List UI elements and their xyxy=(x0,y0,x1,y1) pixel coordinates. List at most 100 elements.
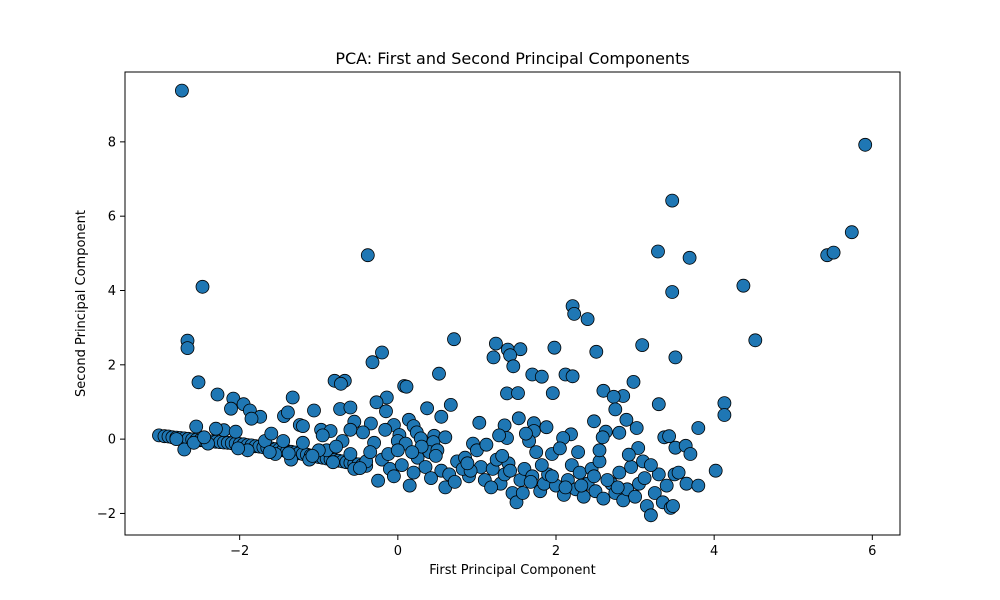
scatter-point xyxy=(180,341,195,356)
chart-title: PCA: First and Second Principal Componen… xyxy=(335,49,689,68)
scatter-point xyxy=(402,478,417,493)
scatter-point xyxy=(553,441,567,456)
scatter-point xyxy=(682,250,697,265)
scatter-point xyxy=(262,445,277,460)
scatter-point xyxy=(567,306,582,321)
scatter-point xyxy=(621,447,636,462)
scatter-point xyxy=(665,285,680,299)
scatter-point xyxy=(571,445,585,460)
scatter-point xyxy=(434,409,449,424)
scatter-point xyxy=(529,445,544,460)
scatter-point xyxy=(210,387,225,402)
scatter-point xyxy=(631,441,646,455)
scatter-point xyxy=(592,443,607,458)
scatter-point xyxy=(844,225,859,240)
y-axis-label: Second Principal Component xyxy=(74,210,89,397)
scatter-point xyxy=(596,383,611,398)
scatter-point xyxy=(484,480,499,495)
scatter-point xyxy=(612,425,627,440)
scatter-point xyxy=(447,332,461,347)
x-tick-label: 0 xyxy=(394,544,402,559)
scatter-point xyxy=(644,508,658,523)
scatter-point xyxy=(513,342,528,357)
x-axis-label: First Principal Component xyxy=(429,563,596,578)
scatter-point xyxy=(356,425,370,440)
scatter-point xyxy=(307,403,321,418)
scatter-point xyxy=(506,359,521,374)
scatter-point xyxy=(608,402,623,417)
scatter-point xyxy=(628,489,642,504)
scatter-point xyxy=(280,405,295,420)
scatter-point xyxy=(197,430,212,445)
scatter-point xyxy=(545,386,560,401)
scatter-point xyxy=(748,333,763,348)
scatter-point xyxy=(651,397,666,412)
x-tick-label: −2 xyxy=(230,544,249,559)
scatter-point xyxy=(281,446,296,461)
y-tick-label: 4 xyxy=(108,284,116,299)
scatter-point xyxy=(624,460,638,474)
scatter-point xyxy=(264,426,279,441)
scatter-point xyxy=(580,312,595,327)
scatter-point xyxy=(637,471,652,486)
scatter-point xyxy=(363,416,378,431)
scatter-point xyxy=(231,441,246,456)
scatter-point xyxy=(691,421,706,435)
scatter-point xyxy=(369,395,384,410)
scatter-point xyxy=(708,463,723,478)
scatter-point xyxy=(666,499,680,513)
scatter-point xyxy=(679,476,694,491)
scatter-point xyxy=(285,390,300,405)
scatter-point xyxy=(379,404,393,419)
scatter-point xyxy=(295,435,310,450)
scatter-point xyxy=(343,400,358,415)
scatter-point xyxy=(596,491,611,506)
scatter-point xyxy=(619,412,634,427)
scatter-point xyxy=(587,469,601,484)
scatter-point xyxy=(515,486,530,500)
scatter-point xyxy=(295,419,310,434)
y-tick-label: −2 xyxy=(97,507,116,522)
scatter-point xyxy=(488,336,503,351)
scatter-point xyxy=(651,244,665,259)
scatter-point xyxy=(329,439,344,454)
scatter-point xyxy=(572,465,587,480)
y-tick-label: 6 xyxy=(108,210,116,225)
scatter-point xyxy=(691,478,706,493)
scatter-point xyxy=(432,366,446,381)
scatter-point xyxy=(375,345,389,360)
scatter-points xyxy=(152,83,873,523)
scatter-point xyxy=(665,193,680,208)
scatter-point xyxy=(244,411,259,426)
scatter-point xyxy=(565,369,580,384)
scatter-point xyxy=(651,467,666,482)
x-tick-label: 2 xyxy=(552,544,560,559)
scatter-point xyxy=(545,469,559,484)
scatter-point xyxy=(394,458,409,473)
scatter-point xyxy=(534,458,549,473)
scatter-point xyxy=(587,414,601,429)
scatter-point xyxy=(352,461,367,476)
scatter-point xyxy=(472,415,487,430)
scatter-point xyxy=(191,375,206,390)
scatter-point xyxy=(574,478,589,493)
scatter-point xyxy=(589,344,604,359)
scatter-point xyxy=(333,376,348,391)
scatter-point xyxy=(547,340,562,355)
scatter-point xyxy=(443,397,458,412)
scatter-point xyxy=(460,456,475,471)
scatter-point xyxy=(378,422,393,437)
scatter-point xyxy=(424,471,438,486)
scatter-point xyxy=(224,401,238,416)
scatter-point xyxy=(399,379,414,394)
scatter-point xyxy=(305,448,320,463)
scatter-point xyxy=(315,428,330,443)
scatter-point xyxy=(683,447,698,461)
scatter-point xyxy=(276,434,291,448)
y-tick-label: 8 xyxy=(108,135,116,150)
scatter-point xyxy=(600,473,615,487)
scatter-point xyxy=(420,401,435,416)
scatter-point xyxy=(503,463,518,478)
